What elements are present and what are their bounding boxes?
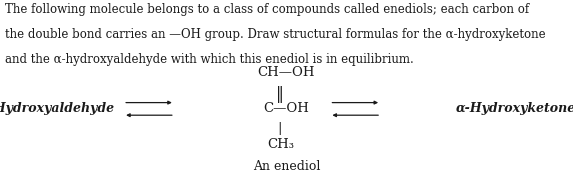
Text: CH₃: CH₃ — [267, 138, 295, 151]
Text: α-Hydroxyaldehyde: α-Hydroxyaldehyde — [0, 102, 115, 115]
Text: The following molecule belongs to a class of compounds called enediols; each car: The following molecule belongs to a clas… — [5, 3, 529, 16]
Text: C—OH: C—OH — [264, 102, 309, 115]
Text: |: | — [277, 122, 282, 135]
Text: α-Hydroxyketone: α-Hydroxyketone — [456, 102, 573, 115]
Text: and the α-hydroxyaldehyde with which this enediol is in equilibrium.: and the α-hydroxyaldehyde with which thi… — [5, 53, 413, 66]
Text: An enediol: An enediol — [253, 160, 320, 173]
Text: the double bond carries an —OH group. Draw structural formulas for the α-hydroxy: the double bond carries an —OH group. Dr… — [5, 28, 545, 41]
Text: CH—OH: CH—OH — [258, 66, 315, 78]
Text: ‖: ‖ — [276, 86, 284, 103]
